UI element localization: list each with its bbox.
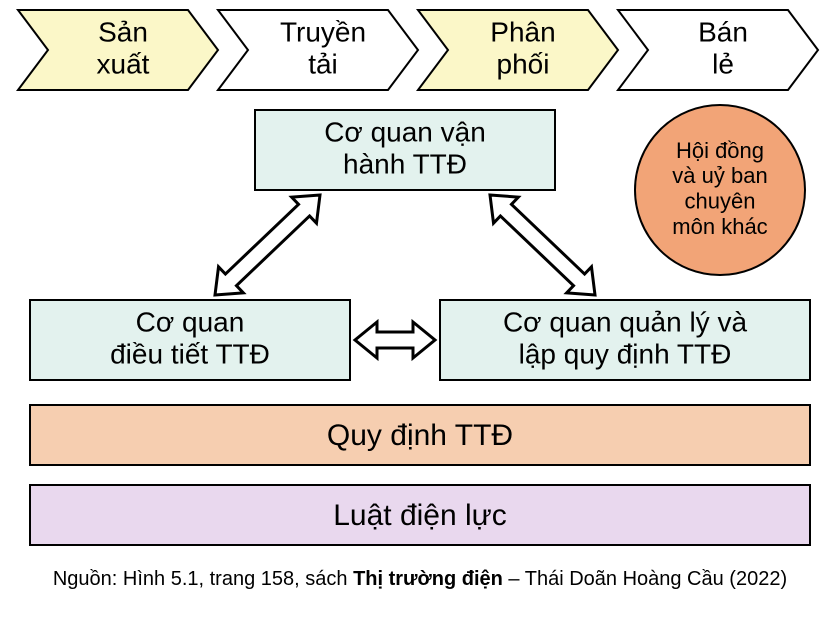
- right-box-label: Cơ quan quản lý và: [503, 306, 747, 337]
- chevron-label: xuất: [97, 48, 150, 79]
- bar-luat: Luật điện lực: [30, 485, 810, 545]
- circle-label: Hội đồng: [676, 138, 764, 163]
- circle-label: chuyên: [685, 188, 756, 213]
- left-box-label: Cơ quan: [136, 306, 245, 337]
- circle-box: Hội đồngvà uỷ banchuyênmôn khác: [635, 105, 805, 275]
- chevron-label: lẻ: [712, 48, 734, 79]
- circle-label: môn khác: [672, 214, 767, 239]
- double-arrow-2: [355, 322, 435, 358]
- chevron-label: Bán: [698, 16, 748, 47]
- chevron-label: phối: [497, 48, 550, 79]
- double-arrow-1: [478, 182, 608, 308]
- double-arrow-0: [203, 182, 333, 308]
- top-box-label: hành TTĐ: [343, 148, 467, 179]
- top-box: Cơ quan vậnhành TTĐ: [255, 110, 555, 190]
- chevron-row: Sảnxuất Truyềntải Phânphối Bánlẻ: [18, 10, 818, 90]
- source-citation: Nguồn: Hình 5.1, trang 158, sách Thị trư…: [53, 568, 787, 590]
- bar-quydinh-label: Quy định TTĐ: [327, 419, 513, 452]
- chevron-label: Sản: [98, 16, 148, 47]
- left-box: Cơ quanđiều tiết TTĐ: [30, 300, 350, 380]
- chevron-label: Phân: [490, 16, 555, 47]
- chevron-label: Truyền: [280, 16, 366, 47]
- chevron-label: tải: [308, 48, 338, 79]
- svg-text:Nguồn: Hình 5.1, trang 158, sá: Nguồn: Hình 5.1, trang 158, sách Thị trư…: [53, 568, 787, 590]
- bar-luat-label: Luật điện lực: [333, 499, 507, 532]
- bar-quydinh: Quy định TTĐ: [30, 405, 810, 465]
- top-box-label: Cơ quan vận: [324, 116, 486, 147]
- left-box-label: điều tiết TTĐ: [110, 338, 270, 369]
- right-box-label: lập quy định TTĐ: [519, 338, 732, 369]
- right-box: Cơ quan quản lý vàlập quy định TTĐ: [440, 300, 810, 380]
- circle-label: và uỷ ban: [672, 163, 767, 188]
